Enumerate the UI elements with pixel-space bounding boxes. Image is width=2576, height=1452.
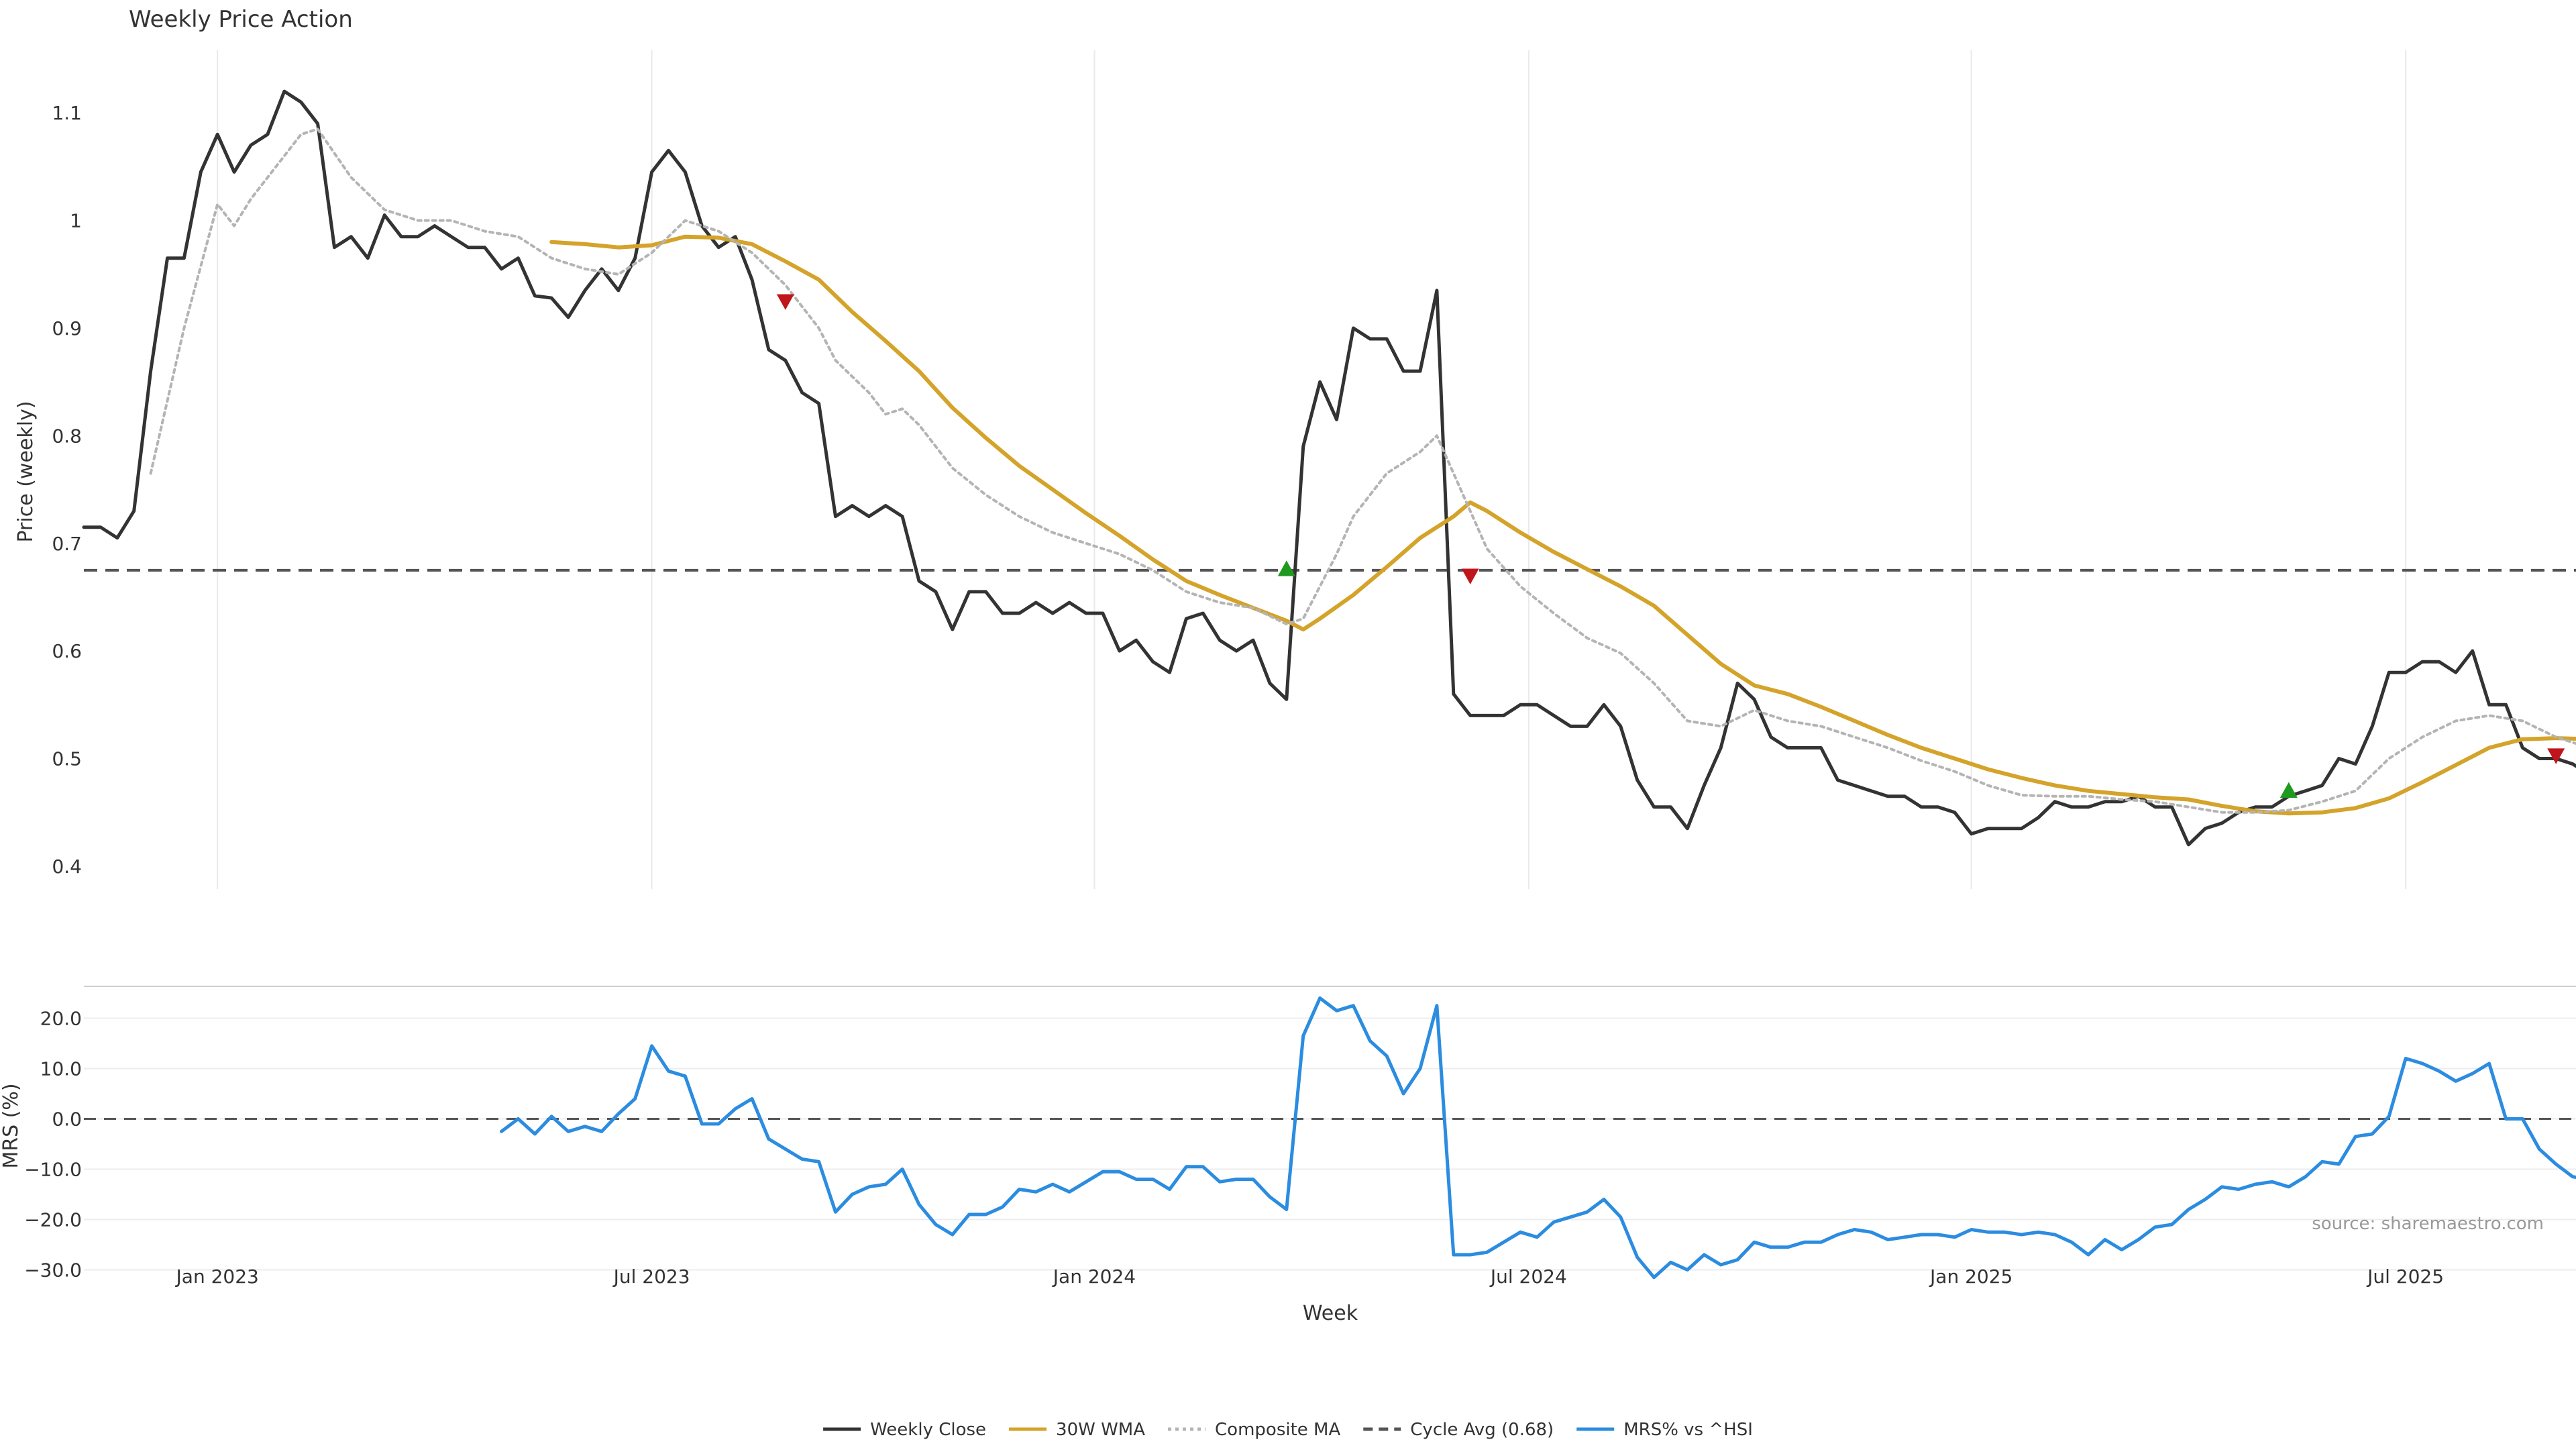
x-tick-label: Jan 2024 <box>1052 1265 1136 1288</box>
chart-title: Weekly Price Action <box>129 6 353 33</box>
mrs-tick-label: −10.0 <box>24 1159 82 1181</box>
x-tick-label: Jan 2023 <box>175 1265 259 1288</box>
legend-item-label: Weekly Close <box>870 1420 986 1440</box>
mrs-tick-label: 20.0 <box>40 1008 82 1030</box>
price-tick-label: 0.7 <box>52 533 82 555</box>
mrs-tick-label: 0.0 <box>52 1108 82 1131</box>
price-tick-label: 1 <box>70 210 82 232</box>
legend-item-label: 30W WMA <box>1056 1420 1145 1440</box>
mrs-tick-label: −20.0 <box>24 1209 82 1231</box>
price-tick-label: 0.4 <box>52 855 82 878</box>
legend-item-label: Composite MA <box>1215 1420 1340 1440</box>
mrs-axis-label: MRS (%) <box>0 1083 23 1168</box>
legend-item-label: Cycle Avg (0.68) <box>1410 1420 1554 1440</box>
x-axis-label: Week <box>1303 1302 1358 1325</box>
x-tick-label: Jul 2023 <box>612 1265 690 1288</box>
x-tick-label: Jul 2025 <box>2366 1265 2444 1288</box>
x-tick-label: Jul 2024 <box>1489 1265 1567 1288</box>
source-annotation: source: sharemaestro.com <box>2312 1214 2544 1234</box>
price-tick-label: 0.9 <box>52 317 82 340</box>
price-tick-label: 1.1 <box>52 102 82 124</box>
mrs-tick-label: −30.0 <box>24 1259 82 1282</box>
x-tick-label: Jan 2025 <box>1929 1265 2012 1288</box>
mrs-tick-label: 10.0 <box>40 1058 82 1080</box>
price-tick-label: 0.8 <box>52 425 82 447</box>
price-tick-label: 0.6 <box>52 640 82 662</box>
price-tick-label: 0.5 <box>52 748 82 770</box>
legend-item-label: MRS% vs ^HSI <box>1623 1420 1753 1440</box>
price-axis-label: Price (weekly) <box>14 401 38 542</box>
